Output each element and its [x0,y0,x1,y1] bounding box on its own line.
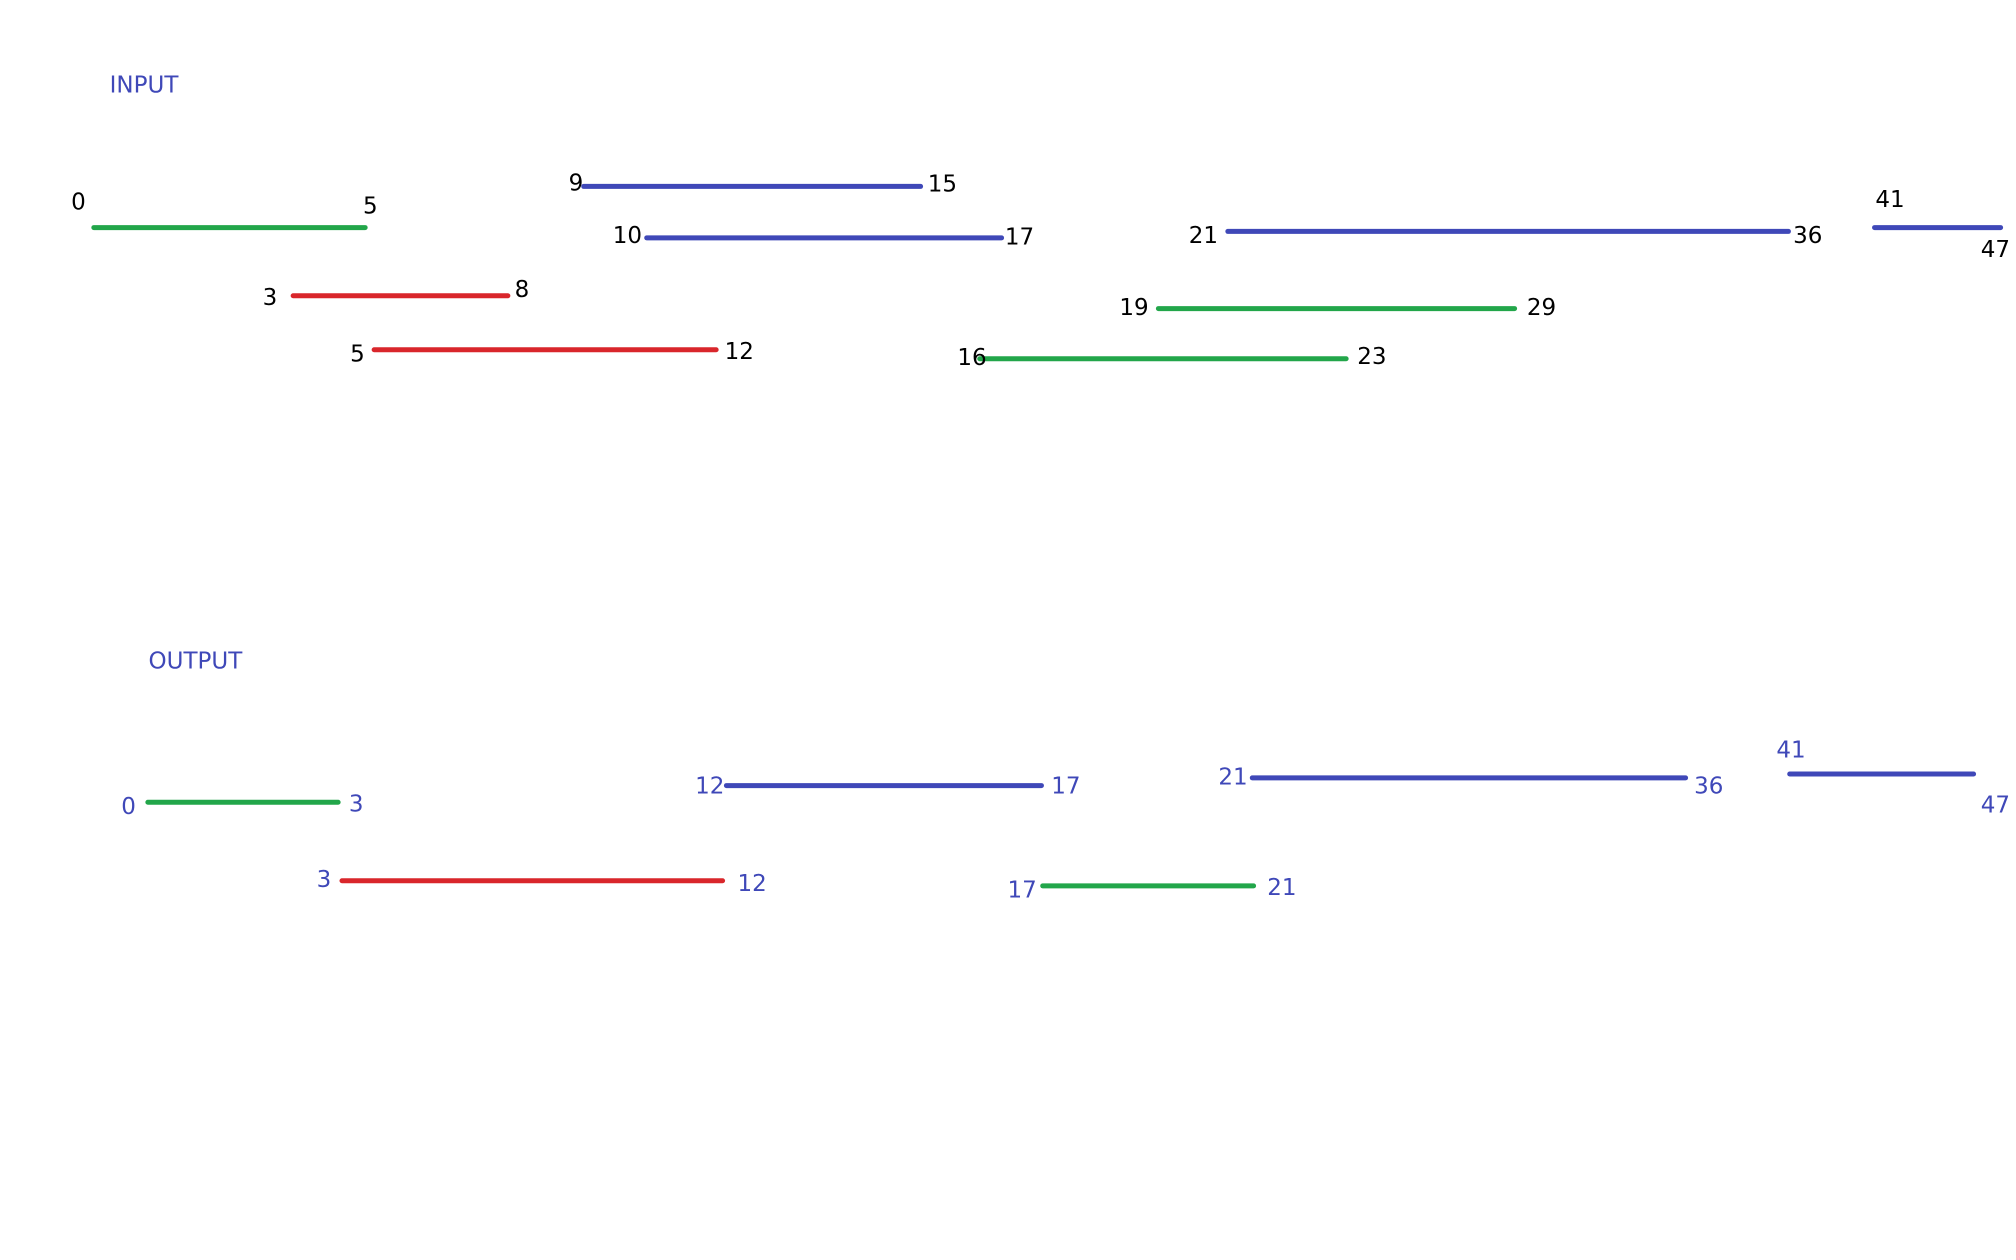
interval-end-label: 15 [928,172,957,198]
interval-start-label: 19 [1119,295,1148,321]
interval-end-label: 23 [1357,344,1386,370]
interval-end-label: 3 [349,791,364,817]
interval-start-label: 0 [121,794,136,820]
interval-end-label: 12 [725,339,754,365]
interval-end-label: 17 [1005,224,1034,250]
interval-start-label: 5 [350,341,365,367]
interval-end-label: 47 [1981,237,2010,263]
interval-start-label: 12 [695,773,724,799]
interval-end-label: 21 [1267,875,1296,901]
interval-end-label: 29 [1527,295,1556,321]
interval-end-label: 36 [1793,223,1822,249]
interval-end-label: 5 [363,194,378,220]
interval-end-label: 17 [1051,773,1080,799]
interval-start-label: 3 [263,285,278,311]
section-title: INPUT [110,73,180,99]
interval-start-label: 16 [957,345,986,371]
interval-start-label: 3 [317,867,332,893]
interval-end-label: 36 [1694,773,1723,799]
interval-start-label: 21 [1189,223,1218,249]
interval-end-label: 12 [738,871,767,897]
interval-start-label: 0 [71,190,86,216]
interval-start-label: 41 [1776,737,1805,763]
interval-start-label: 21 [1218,764,1247,790]
interval-end-label: 8 [515,277,530,303]
interval-end-label: 47 [1981,793,2010,819]
interval-start-label: 17 [1008,878,1037,904]
interval-start-label: 9 [569,170,584,196]
interval-start-label: 41 [1875,187,1904,213]
section-title: OUTPUT [149,649,244,675]
interval-start-label: 10 [613,223,642,249]
